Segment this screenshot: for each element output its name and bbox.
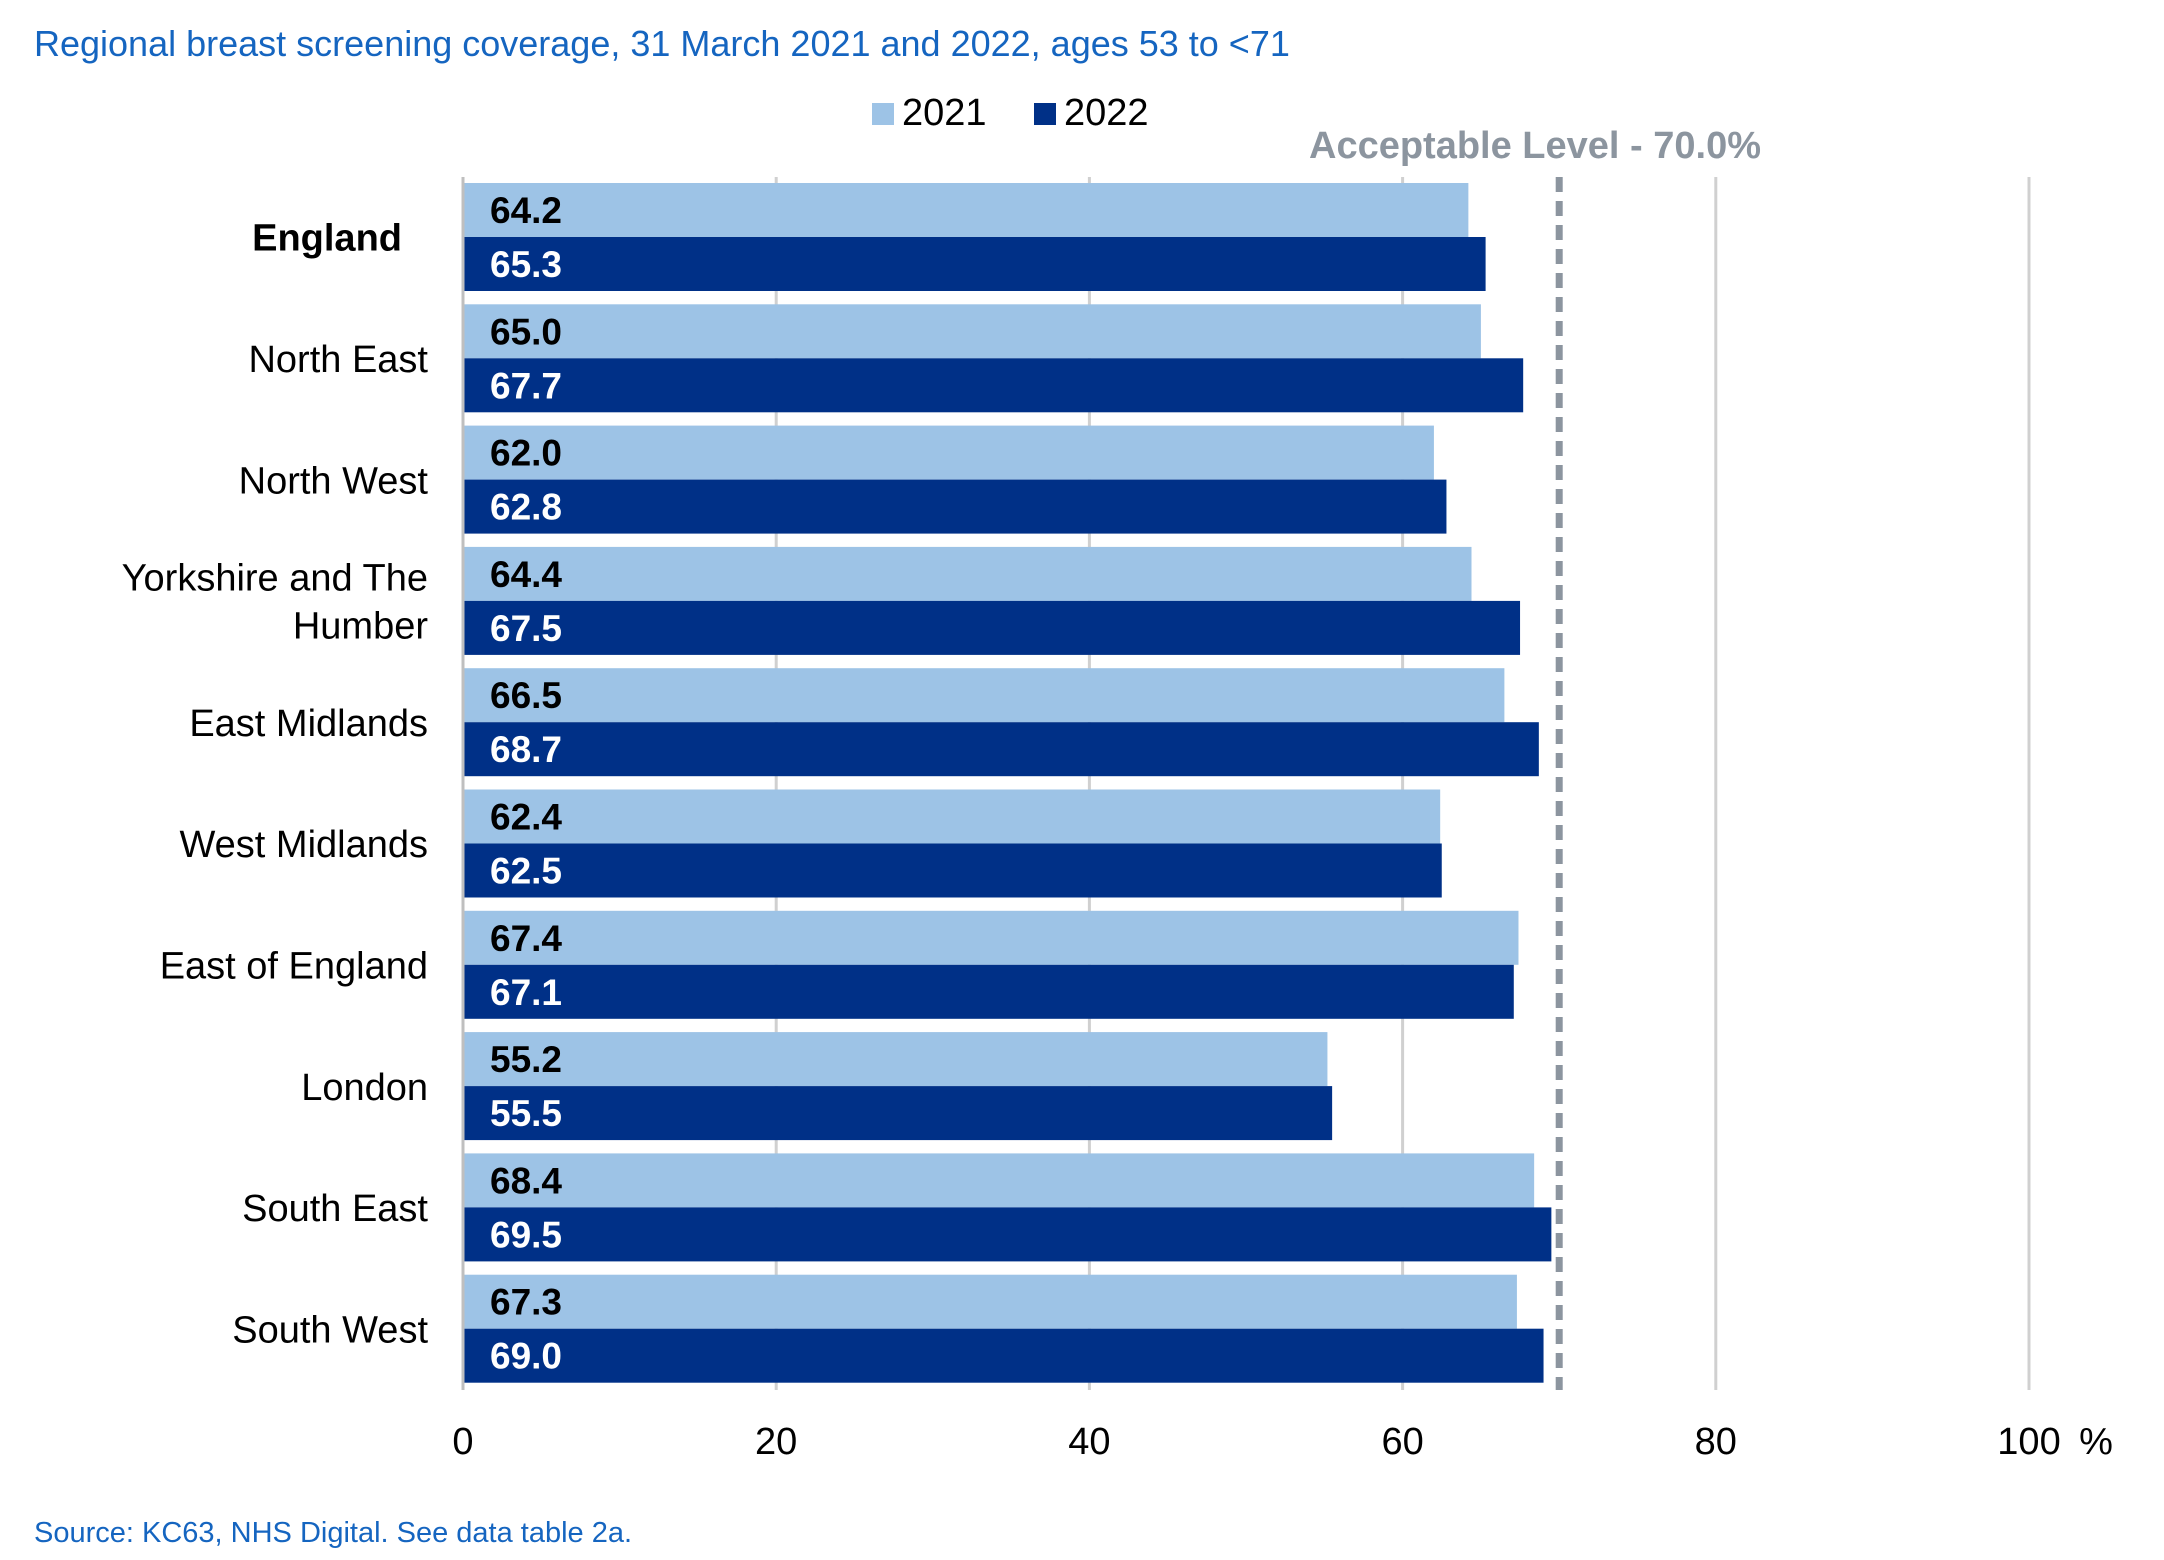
- bar-label-2021-8: 68.4: [490, 1160, 562, 1201]
- bar-2022-8: [463, 1207, 1552, 1262]
- x-tick-label-100: 100: [1997, 1421, 2060, 1463]
- bar-2022-5: [463, 843, 1442, 898]
- bar-2022-4: [463, 722, 1539, 777]
- bar-label-2022-2: 62.8: [490, 487, 562, 528]
- x-unit-label: %: [2079, 1421, 2113, 1463]
- bar-2021-5: [463, 789, 1441, 844]
- bar-2021-6: [463, 910, 1519, 965]
- bar-2022-7: [463, 1086, 1333, 1141]
- bar-2021-2: [463, 425, 1434, 480]
- category-label-6: East of England: [160, 945, 428, 987]
- legend-label-2021: 2021: [902, 92, 987, 134]
- category-label-3-line-0: Yorkshire and The: [122, 558, 428, 600]
- bar-label-2021-7: 55.2: [490, 1039, 562, 1080]
- bar-2021-1: [463, 304, 1481, 359]
- bar-label-2021-0: 64.2: [490, 190, 562, 231]
- bar-2021-9: [463, 1274, 1517, 1329]
- category-label-2: North West: [239, 460, 429, 502]
- bar-label-2022-0: 65.3: [490, 244, 562, 285]
- bar-label-2021-5: 62.4: [490, 797, 562, 838]
- category-label-8: South East: [242, 1188, 428, 1230]
- bar-2022-6: [463, 964, 1514, 1019]
- reference-line-label: Acceptable Level - 70.0%: [1309, 125, 1761, 167]
- legend-label-2022: 2022: [1064, 92, 1149, 134]
- bar-2021-4: [463, 668, 1505, 723]
- bar-label-2021-2: 62.0: [490, 433, 562, 474]
- bar-2021-8: [463, 1153, 1535, 1208]
- category-label-5: West Midlands: [179, 824, 428, 866]
- category-label-7: London: [301, 1067, 428, 1109]
- bar-2022-1: [463, 358, 1524, 413]
- bar-2021-0: [463, 183, 1469, 237]
- bar-label-2021-3: 64.4: [490, 554, 562, 595]
- bar-label-2022-5: 62.5: [490, 851, 562, 892]
- bar-label-2022-9: 69.0: [490, 1336, 562, 1377]
- category-label-1: North East: [248, 339, 428, 381]
- legend-swatch-2022: [1034, 103, 1056, 125]
- x-tick-label-20: 20: [755, 1421, 797, 1463]
- bar-label-2022-6: 67.1: [490, 972, 562, 1013]
- chart-title: Regional breast screening coverage, 31 M…: [34, 23, 1290, 64]
- bar-label-2021-6: 67.4: [490, 918, 562, 959]
- bar-label-2022-7: 55.5: [490, 1093, 562, 1134]
- x-tick-label-40: 40: [1068, 1421, 1110, 1463]
- source-note: Source: KC63, NHS Digital. See data tabl…: [34, 1517, 632, 1549]
- bar-label-2021-4: 66.5: [490, 675, 562, 716]
- category-label-0: England: [252, 218, 402, 260]
- bar-label-2022-3: 67.5: [490, 608, 562, 649]
- x-tick-label-80: 80: [1695, 1421, 1737, 1463]
- legend-swatch-2021: [872, 103, 894, 125]
- bar-label-2022-4: 68.7: [490, 729, 562, 770]
- bar-2022-9: [463, 1328, 1544, 1383]
- bar-2021-7: [463, 1032, 1328, 1087]
- x-tick-label-0: 0: [452, 1421, 473, 1463]
- category-label-4: East Midlands: [189, 703, 428, 745]
- bar-label-2021-1: 65.0: [490, 311, 562, 352]
- bar-label-2022-1: 67.7: [490, 365, 562, 406]
- bar-2022-3: [463, 600, 1521, 655]
- bar-2022-0: [463, 237, 1486, 291]
- bar-label-2022-8: 69.5: [490, 1214, 562, 1255]
- x-tick-label-60: 60: [1381, 1421, 1423, 1463]
- category-label-9: South West: [232, 1309, 428, 1351]
- bar-label-2021-9: 67.3: [490, 1282, 562, 1323]
- bar-2021-3: [463, 546, 1472, 601]
- bar-2022-2: [463, 479, 1447, 534]
- category-label-3-line-1: Humber: [293, 606, 428, 648]
